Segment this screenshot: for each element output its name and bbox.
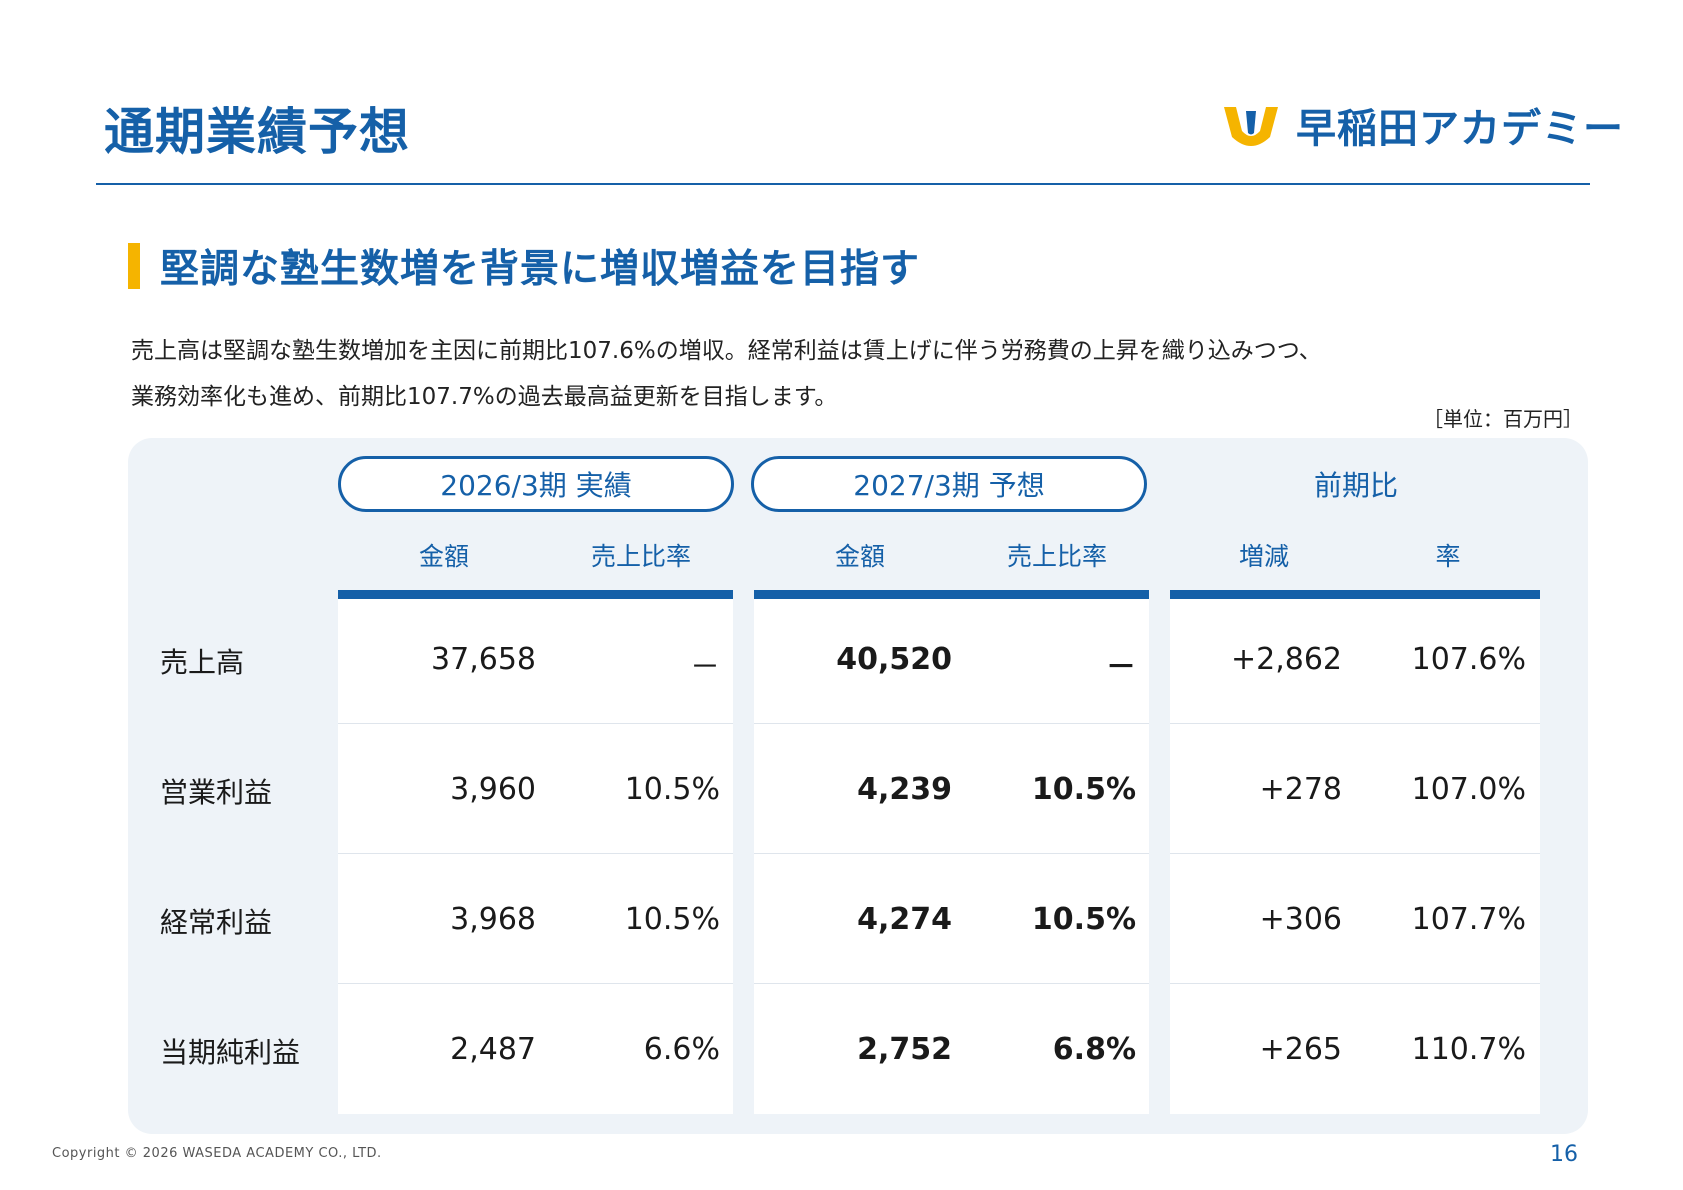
group-header-fy2027-forecast: 2027/3期 予想 — [751, 456, 1147, 512]
page-number: 16 — [1550, 1142, 1578, 1167]
row-label-net-income: 当期純利益 — [160, 1036, 301, 1069]
cell-value: 10.5% — [1031, 772, 1136, 807]
cell-value: 40,520 — [836, 642, 952, 677]
logo-text: 早稲田アカデミー — [1296, 106, 1624, 152]
row-label-net-sales: 売上高 — [160, 646, 245, 679]
row-divider — [338, 983, 733, 984]
row-divider — [1170, 853, 1540, 854]
subhead-change: 増減 — [1238, 542, 1289, 571]
row-divider — [1170, 983, 1540, 984]
column-block-yoy — [1170, 590, 1540, 1114]
row-divider — [338, 723, 733, 724]
cell-value: 107.7% — [1411, 902, 1526, 937]
subhead-rate: 率 — [1435, 542, 1461, 571]
lead-line-2: 業務効率化も進め、前期比107.7%の過去最高益更新を目指します。 — [131, 384, 838, 410]
cell-value: 2,752 — [857, 1032, 952, 1067]
cell-value: 3,960 — [450, 772, 536, 807]
column-block-2026 — [338, 590, 733, 1114]
lead-paragraph: 売上高は堅調な塾生数増加を主因に前期比107.6%の増収。経常利益は賃上げに伴う… — [131, 328, 1571, 420]
column-topbar — [338, 590, 733, 599]
lead-line-1: 売上高は堅調な塾生数増加を主因に前期比107.6%の増収。経常利益は賃上げに伴う… — [131, 338, 1322, 364]
column-topbar — [754, 590, 1149, 599]
cell-value: +306 — [1259, 902, 1342, 937]
cell-value: +2,862 — [1230, 642, 1342, 677]
row-divider — [1170, 723, 1540, 724]
row-divider — [754, 853, 1149, 854]
subhead-ratio-2027: 売上比率 — [1006, 542, 1107, 571]
cell-value: 10.5% — [624, 902, 720, 937]
logo-mark-icon — [1224, 107, 1278, 146]
group-header-yoy: 前期比 — [1313, 469, 1398, 502]
heading-accent-bar — [128, 243, 140, 289]
column-topbar — [1170, 590, 1540, 599]
subhead-ratio-2026: 売上比率 — [590, 542, 691, 571]
cell-value: 110.7% — [1411, 1032, 1526, 1067]
cell-value: 3,968 — [450, 902, 536, 937]
title-divider — [96, 183, 1590, 185]
row-label-ordinary-income: 経常利益 — [160, 906, 273, 939]
row-divider — [338, 853, 733, 854]
cell-value: － — [1106, 650, 1136, 685]
cell-value: 4,239 — [857, 772, 952, 807]
cell-value: 6.8% — [1052, 1032, 1136, 1067]
row-label-operating-income: 営業利益 — [160, 776, 273, 809]
cell-value: 2,487 — [450, 1032, 536, 1067]
cell-value: 107.0% — [1411, 772, 1526, 807]
subhead-amount-2026: 金額 — [418, 542, 469, 571]
column-block-2027 — [754, 590, 1149, 1114]
cell-value: +278 — [1259, 772, 1342, 807]
copyright-text: Copyright © 2026 WASEDA ACADEMY CO., LTD… — [52, 1146, 382, 1161]
row-divider — [754, 723, 1149, 724]
section-heading-text: 堅調な塾生数増を背景に増収増益を目指す — [160, 247, 921, 292]
unit-note: ［単位：百万円］ — [1423, 407, 1583, 431]
company-logo: 早稲田アカデミー — [1222, 96, 1624, 154]
cell-value: 37,658 — [431, 642, 536, 677]
cell-value: 10.5% — [624, 772, 720, 807]
cell-value: 4,274 — [857, 902, 952, 937]
cell-value: 10.5% — [1031, 902, 1136, 937]
row-divider — [754, 983, 1149, 984]
cell-value: 6.6% — [643, 1032, 720, 1067]
cell-value: +265 — [1259, 1032, 1342, 1067]
cell-value: 107.6% — [1411, 642, 1526, 677]
group-header-fy2026-actual: 2026/3期 実績 — [338, 456, 734, 512]
page-title: 通期業績予想 — [104, 103, 410, 161]
subhead-amount-2027: 金額 — [834, 542, 885, 571]
section-heading: 堅調な塾生数増を背景に増収増益を目指す — [128, 238, 920, 294]
cell-value: － — [690, 650, 720, 685]
